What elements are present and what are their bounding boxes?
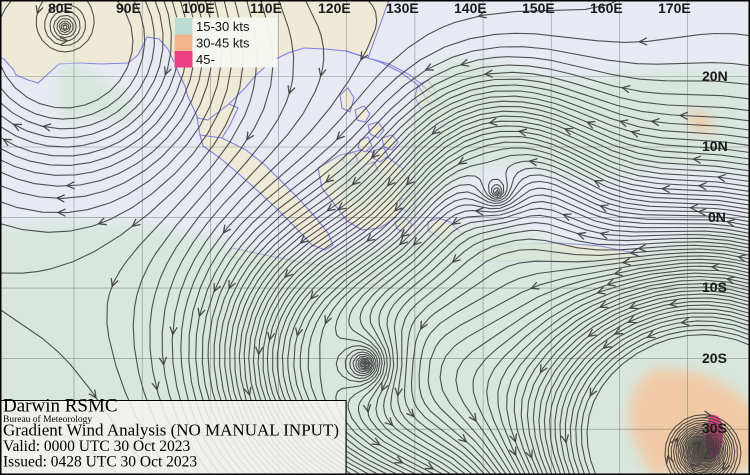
svg-text:30S: 30S <box>702 420 727 436</box>
svg-text:10S: 10S <box>702 279 727 295</box>
svg-text:45-: 45- <box>196 52 215 67</box>
svg-text:Darwin RSMC: Darwin RSMC <box>3 396 118 417</box>
svg-text:15-30 kts: 15-30 kts <box>196 19 250 34</box>
svg-text:80E: 80E <box>48 0 73 16</box>
svg-text:100E: 100E <box>182 0 215 16</box>
svg-text:Valid: 0000 UTC 30 Oct 2023: Valid: 0000 UTC 30 Oct 2023 <box>3 438 191 455</box>
svg-text:30-45 kts: 30-45 kts <box>196 36 250 51</box>
svg-text:Issued: 0428 UTC 30 Oct 2023: Issued: 0428 UTC 30 Oct 2023 <box>3 454 197 471</box>
svg-text:0N: 0N <box>708 209 726 225</box>
svg-text:90E: 90E <box>116 0 141 16</box>
svg-text:20N: 20N <box>702 68 728 84</box>
svg-text:170E: 170E <box>658 0 691 16</box>
svg-text:20S: 20S <box>702 350 727 366</box>
svg-text:150E: 150E <box>522 0 555 16</box>
svg-text:130E: 130E <box>386 0 419 16</box>
svg-text:110E: 110E <box>250 0 282 16</box>
svg-text:10N: 10N <box>702 138 728 154</box>
svg-text:160E: 160E <box>590 0 623 16</box>
svg-text:Gradient Wind Analysis (NO MAN: Gradient Wind Analysis (NO MANUAL INPUT) <box>3 421 339 440</box>
svg-text:120E: 120E <box>318 0 351 16</box>
svg-text:140E: 140E <box>454 0 487 16</box>
